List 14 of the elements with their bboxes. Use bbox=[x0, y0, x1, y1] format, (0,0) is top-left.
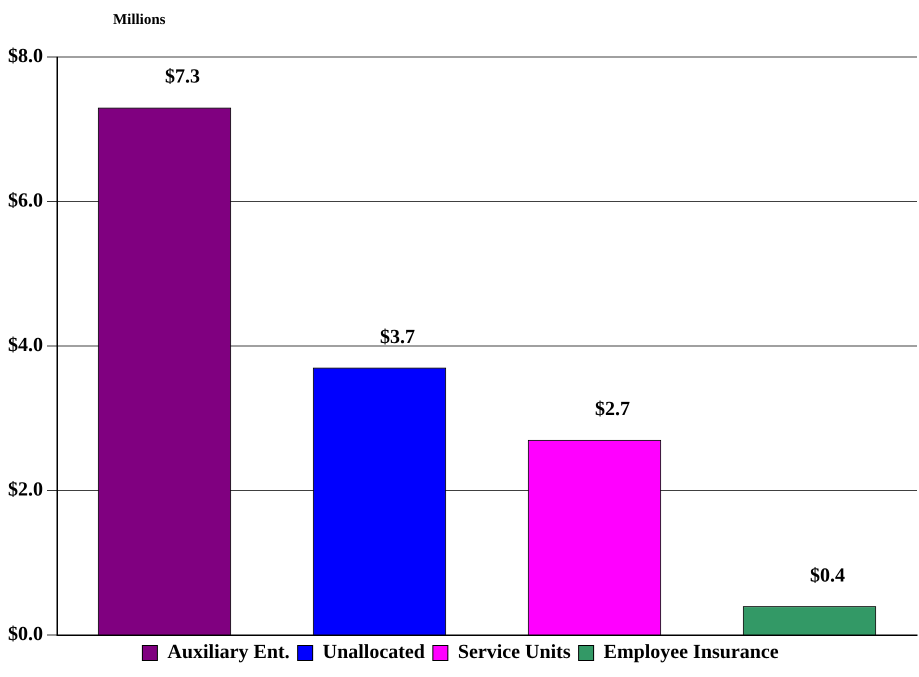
y-tick-label: $2.0 bbox=[8, 478, 43, 501]
data-label: $7.3 bbox=[165, 66, 200, 88]
legend-label: Unallocated bbox=[322, 641, 425, 664]
y-tick-label: $6.0 bbox=[8, 190, 43, 212]
data-label: $0.4 bbox=[810, 564, 845, 586]
data-label: $3.7 bbox=[380, 326, 415, 348]
legend-label: Employee Insurance bbox=[604, 641, 779, 664]
legend-label: Auxiliary Ent. bbox=[167, 641, 290, 664]
y-tick-label: $8.0 bbox=[8, 45, 43, 68]
y-axis-title: Millions bbox=[113, 12, 166, 28]
y-tick-label: $0.0 bbox=[8, 623, 43, 646]
data-label: $2.7 bbox=[595, 398, 630, 420]
y-tick-label: $4.0 bbox=[8, 334, 43, 356]
legend-label: Service Units bbox=[458, 641, 571, 664]
